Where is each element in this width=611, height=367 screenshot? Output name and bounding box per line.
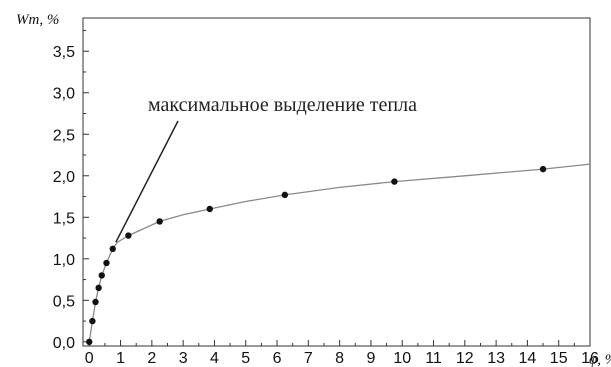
annotation-pointer-line bbox=[115, 120, 179, 243]
x-tick-label: 15 bbox=[550, 350, 568, 367]
x-tick-label: 1 bbox=[116, 350, 125, 367]
y-tick-label: 1,5 bbox=[53, 210, 75, 227]
x-tick-label: 0 bbox=[85, 350, 94, 367]
x-tick-label: 11 bbox=[425, 350, 442, 367]
x-tick-label: 2 bbox=[147, 350, 156, 367]
x-tick-label: 6 bbox=[273, 350, 282, 367]
x-tick-label: 4 bbox=[210, 350, 219, 367]
data-point bbox=[539, 165, 547, 173]
x-tick-label: 3 bbox=[179, 350, 188, 367]
data-point bbox=[98, 272, 105, 279]
x-tick-label: 5 bbox=[241, 350, 250, 367]
y-tick-label: 0,5 bbox=[53, 293, 75, 310]
data-point bbox=[109, 245, 116, 253]
data-point bbox=[391, 178, 398, 185]
y-tick-label: 3,5 bbox=[53, 44, 75, 61]
x-tick-label: 7 bbox=[304, 350, 313, 367]
y-axis-label: Wm, % bbox=[16, 12, 59, 28]
y-tick-label: 0,0 bbox=[53, 335, 75, 352]
chart-annotation: максимальное выделение тепла bbox=[148, 94, 417, 116]
y-tick-label: 2,5 bbox=[53, 127, 75, 144]
x-tick-label: 12 bbox=[456, 350, 474, 367]
data-point bbox=[103, 259, 110, 267]
x-tick-label: 8 bbox=[335, 350, 344, 367]
data-point bbox=[95, 284, 102, 292]
data-point bbox=[92, 298, 99, 306]
y-tick-label: 1,0 bbox=[53, 252, 75, 269]
x-tick-label: 14 bbox=[519, 350, 537, 367]
data-point bbox=[125, 232, 132, 239]
data-point bbox=[156, 218, 163, 225]
x-tick-label: 10 bbox=[393, 350, 411, 367]
data-point bbox=[89, 317, 96, 325]
y-tick-label: 2,0 bbox=[53, 169, 75, 186]
plot-frame bbox=[82, 17, 591, 347]
data-point bbox=[86, 338, 93, 346]
fit-curve bbox=[88, 163, 591, 342]
x-tick-label: 16 bbox=[581, 350, 599, 367]
data-point bbox=[281, 191, 289, 199]
data-point bbox=[206, 205, 213, 213]
y-tick-label: 3,0 bbox=[53, 86, 75, 103]
x-tick-label: 9 bbox=[366, 350, 375, 367]
x-axis-label: φ, % bbox=[589, 352, 611, 367]
x-tick-label: 13 bbox=[487, 350, 505, 367]
